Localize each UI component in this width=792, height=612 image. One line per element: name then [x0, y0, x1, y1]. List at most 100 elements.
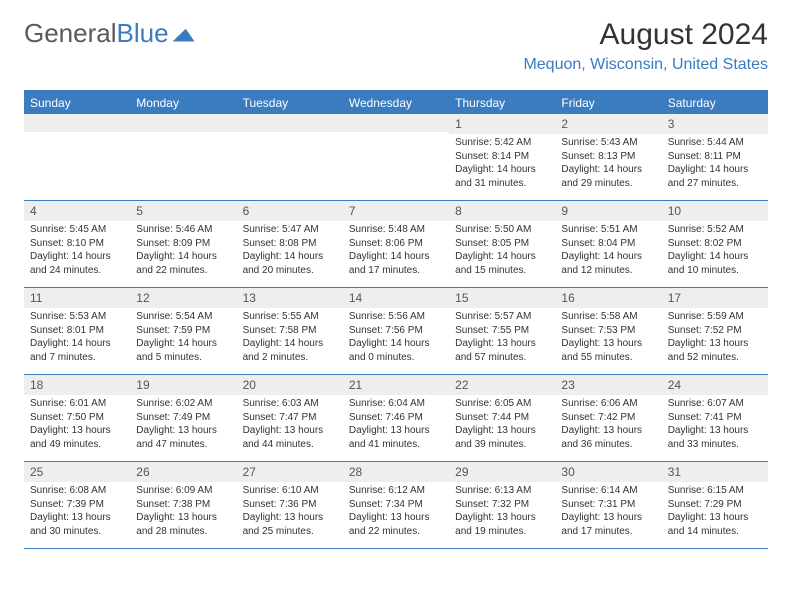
- day-cell: 26Sunrise: 6:09 AMSunset: 7:38 PMDayligh…: [130, 462, 236, 548]
- sunrise-text: Sunrise: 6:14 AM: [561, 484, 655, 498]
- day-content: Sunrise: 5:52 AMSunset: 8:02 PMDaylight:…: [662, 221, 768, 281]
- day-number: 21: [343, 375, 449, 395]
- day-cell: 31Sunrise: 6:15 AMSunset: 7:29 PMDayligh…: [662, 462, 768, 548]
- day-cell: 10Sunrise: 5:52 AMSunset: 8:02 PMDayligh…: [662, 201, 768, 287]
- daylight-text: Daylight: 13 hours and 19 minutes.: [455, 511, 549, 538]
- daylight-text: Daylight: 13 hours and 39 minutes.: [455, 424, 549, 451]
- sunset-text: Sunset: 7:41 PM: [668, 411, 762, 425]
- sunset-text: Sunset: 7:31 PM: [561, 498, 655, 512]
- title-block: August 2024 Mequon, Wisconsin, United St…: [523, 18, 768, 74]
- sunset-text: Sunset: 8:11 PM: [668, 150, 762, 164]
- day-number: 9: [555, 201, 661, 221]
- sunrise-text: Sunrise: 5:54 AM: [136, 310, 230, 324]
- day-number: 19: [130, 375, 236, 395]
- day-number: 26: [130, 462, 236, 482]
- day-number: 27: [237, 462, 343, 482]
- day-number: 2: [555, 114, 661, 134]
- day-cell: 18Sunrise: 6:01 AMSunset: 7:50 PMDayligh…: [24, 375, 130, 461]
- day-cell: 8Sunrise: 5:50 AMSunset: 8:05 PMDaylight…: [449, 201, 555, 287]
- day-number: [130, 114, 236, 132]
- day-content: Sunrise: 6:14 AMSunset: 7:31 PMDaylight:…: [555, 482, 661, 542]
- day-content: Sunrise: 5:44 AMSunset: 8:11 PMDaylight:…: [662, 134, 768, 194]
- day-content: Sunrise: 6:01 AMSunset: 7:50 PMDaylight:…: [24, 395, 130, 455]
- day-number: 5: [130, 201, 236, 221]
- sunrise-text: Sunrise: 5:58 AM: [561, 310, 655, 324]
- sunrise-text: Sunrise: 5:53 AM: [30, 310, 124, 324]
- day-cell: 17Sunrise: 5:59 AMSunset: 7:52 PMDayligh…: [662, 288, 768, 374]
- day-number: 15: [449, 288, 555, 308]
- day-cell: [24, 114, 130, 200]
- weekday-header: Sunday: [24, 92, 130, 114]
- daylight-text: Daylight: 14 hours and 22 minutes.: [136, 250, 230, 277]
- day-content: Sunrise: 5:46 AMSunset: 8:09 PMDaylight:…: [130, 221, 236, 281]
- day-content: Sunrise: 6:12 AMSunset: 7:34 PMDaylight:…: [343, 482, 449, 542]
- daylight-text: Daylight: 13 hours and 22 minutes.: [349, 511, 443, 538]
- day-content: Sunrise: 5:57 AMSunset: 7:55 PMDaylight:…: [449, 308, 555, 368]
- weekday-header: Tuesday: [237, 92, 343, 114]
- day-number: 14: [343, 288, 449, 308]
- daylight-text: Daylight: 14 hours and 27 minutes.: [668, 163, 762, 190]
- sunset-text: Sunset: 7:34 PM: [349, 498, 443, 512]
- sunrise-text: Sunrise: 6:05 AM: [455, 397, 549, 411]
- day-content: Sunrise: 6:13 AMSunset: 7:32 PMDaylight:…: [449, 482, 555, 542]
- sunset-text: Sunset: 7:52 PM: [668, 324, 762, 338]
- day-content: Sunrise: 5:48 AMSunset: 8:06 PMDaylight:…: [343, 221, 449, 281]
- daylight-text: Daylight: 14 hours and 12 minutes.: [561, 250, 655, 277]
- sunset-text: Sunset: 7:47 PM: [243, 411, 337, 425]
- day-cell: [237, 114, 343, 200]
- sunset-text: Sunset: 7:39 PM: [30, 498, 124, 512]
- daylight-text: Daylight: 14 hours and 15 minutes.: [455, 250, 549, 277]
- weekday-header-row: Sunday Monday Tuesday Wednesday Thursday…: [24, 92, 768, 114]
- sunrise-text: Sunrise: 5:43 AM: [561, 136, 655, 150]
- day-cell: 5Sunrise: 5:46 AMSunset: 8:09 PMDaylight…: [130, 201, 236, 287]
- daylight-text: Daylight: 14 hours and 7 minutes.: [30, 337, 124, 364]
- sunrise-text: Sunrise: 5:55 AM: [243, 310, 337, 324]
- sunrise-text: Sunrise: 5:46 AM: [136, 223, 230, 237]
- day-content: Sunrise: 6:15 AMSunset: 7:29 PMDaylight:…: [662, 482, 768, 542]
- sunrise-text: Sunrise: 6:02 AM: [136, 397, 230, 411]
- sunrise-text: Sunrise: 5:56 AM: [349, 310, 443, 324]
- day-cell: 13Sunrise: 5:55 AMSunset: 7:58 PMDayligh…: [237, 288, 343, 374]
- sunrise-text: Sunrise: 6:01 AM: [30, 397, 124, 411]
- day-cell: [130, 114, 236, 200]
- sunset-text: Sunset: 8:14 PM: [455, 150, 549, 164]
- sunrise-text: Sunrise: 6:12 AM: [349, 484, 443, 498]
- day-cell: 27Sunrise: 6:10 AMSunset: 7:36 PMDayligh…: [237, 462, 343, 548]
- sunrise-text: Sunrise: 6:03 AM: [243, 397, 337, 411]
- sunset-text: Sunset: 8:05 PM: [455, 237, 549, 251]
- day-cell: 14Sunrise: 5:56 AMSunset: 7:56 PMDayligh…: [343, 288, 449, 374]
- daylight-text: Daylight: 14 hours and 0 minutes.: [349, 337, 443, 364]
- daylight-text: Daylight: 13 hours and 25 minutes.: [243, 511, 337, 538]
- day-content: Sunrise: 5:54 AMSunset: 7:59 PMDaylight:…: [130, 308, 236, 368]
- weekday-header: Saturday: [662, 92, 768, 114]
- day-number: 29: [449, 462, 555, 482]
- day-content: Sunrise: 5:53 AMSunset: 8:01 PMDaylight:…: [24, 308, 130, 368]
- sunset-text: Sunset: 7:36 PM: [243, 498, 337, 512]
- day-cell: 11Sunrise: 5:53 AMSunset: 8:01 PMDayligh…: [24, 288, 130, 374]
- sunrise-text: Sunrise: 5:51 AM: [561, 223, 655, 237]
- daylight-text: Daylight: 13 hours and 28 minutes.: [136, 511, 230, 538]
- day-content: Sunrise: 5:43 AMSunset: 8:13 PMDaylight:…: [555, 134, 661, 194]
- sunset-text: Sunset: 7:55 PM: [455, 324, 549, 338]
- sunset-text: Sunset: 7:42 PM: [561, 411, 655, 425]
- day-cell: 4Sunrise: 5:45 AMSunset: 8:10 PMDaylight…: [24, 201, 130, 287]
- day-content: Sunrise: 6:05 AMSunset: 7:44 PMDaylight:…: [449, 395, 555, 455]
- weeks-container: 1Sunrise: 5:42 AMSunset: 8:14 PMDaylight…: [24, 114, 768, 549]
- sunrise-text: Sunrise: 6:13 AM: [455, 484, 549, 498]
- daylight-text: Daylight: 13 hours and 33 minutes.: [668, 424, 762, 451]
- sunset-text: Sunset: 8:01 PM: [30, 324, 124, 338]
- sunset-text: Sunset: 7:32 PM: [455, 498, 549, 512]
- day-number: 24: [662, 375, 768, 395]
- day-number: 25: [24, 462, 130, 482]
- month-title: August 2024: [523, 18, 768, 52]
- weekday-header: Wednesday: [343, 92, 449, 114]
- day-content: Sunrise: 5:50 AMSunset: 8:05 PMDaylight:…: [449, 221, 555, 281]
- day-cell: 9Sunrise: 5:51 AMSunset: 8:04 PMDaylight…: [555, 201, 661, 287]
- week-row: 1Sunrise: 5:42 AMSunset: 8:14 PMDaylight…: [24, 114, 768, 201]
- day-number: 17: [662, 288, 768, 308]
- day-number: [237, 114, 343, 132]
- day-cell: 16Sunrise: 5:58 AMSunset: 7:53 PMDayligh…: [555, 288, 661, 374]
- calendar: Sunday Monday Tuesday Wednesday Thursday…: [24, 90, 768, 549]
- day-content: Sunrise: 5:56 AMSunset: 7:56 PMDaylight:…: [343, 308, 449, 368]
- sunrise-text: Sunrise: 6:07 AM: [668, 397, 762, 411]
